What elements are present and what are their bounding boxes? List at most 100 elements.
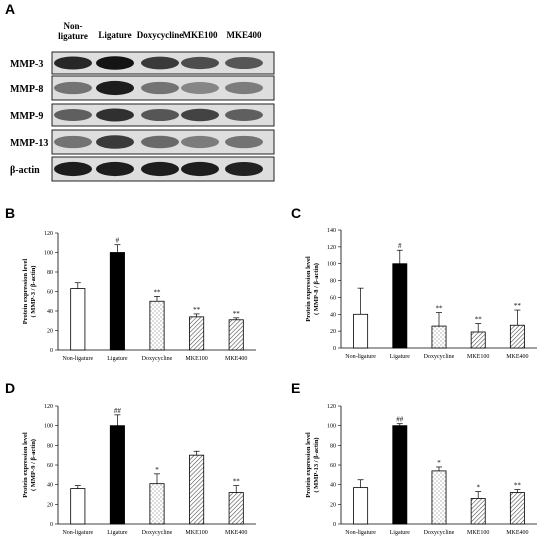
x-tick-label: Doxycycline xyxy=(424,354,455,360)
blot-label: β-actin xyxy=(10,165,40,176)
y-tick-label: 20 xyxy=(330,502,336,508)
x-tick-label: MKE400 xyxy=(506,354,528,360)
western-blot-panel: A Non-ligature Ligature Doxycycline MKE100 MK… xyxy=(5,1,275,182)
blot-band xyxy=(181,56,219,70)
blot-band xyxy=(141,135,179,149)
blot-band xyxy=(54,161,92,177)
x-tick-label: MKE100 xyxy=(185,530,207,536)
y-tick-label: 40 xyxy=(330,312,336,318)
significance-marker: ## xyxy=(396,416,404,424)
lane-label: Doxycycline xyxy=(137,30,184,40)
panel-letter-a: A xyxy=(5,1,15,17)
x-tick-label: Ligature xyxy=(390,354,411,360)
significance-marker: * xyxy=(155,466,159,474)
chart-panel-c: C 0 20 40 60 80 100 120 140 Protein expression le… xyxy=(291,205,537,360)
x-tick-label: Non-ligature xyxy=(345,530,376,536)
bar xyxy=(189,454,205,525)
blot-band xyxy=(225,161,263,177)
significance-marker: ** xyxy=(233,310,241,318)
y-axis-title: ( MMP-3 / β-actin) xyxy=(30,266,37,318)
x-tick-label: Non-ligature xyxy=(345,354,376,360)
y-tick-label: 100 xyxy=(44,251,53,257)
bar xyxy=(189,316,205,351)
bar xyxy=(149,300,165,351)
significance-marker: ** xyxy=(436,305,444,313)
significance-marker: ** xyxy=(154,288,162,296)
bar xyxy=(353,313,369,349)
panel-letter: D xyxy=(5,380,15,396)
y-axis-title: Protein expression level xyxy=(305,256,312,322)
chart-panel-d: D 0 20 40 60 80 100 120 Protein expression level… xyxy=(5,380,256,536)
blot-band xyxy=(225,81,263,95)
blot-band xyxy=(225,56,263,70)
y-tick-label: 0 xyxy=(50,348,53,354)
blot-band xyxy=(96,108,134,122)
y-axis-title: ( MMP-13 / β-actin) xyxy=(313,437,320,492)
panel-letter: E xyxy=(291,380,300,396)
panel-letter: B xyxy=(5,205,15,221)
blot-band xyxy=(141,108,179,122)
x-tick-label: MKE400 xyxy=(225,530,247,536)
y-axis-title: Protein expression level xyxy=(22,259,29,325)
y-tick-label: 100 xyxy=(327,424,336,430)
y-tick-label: 120 xyxy=(327,404,336,410)
y-tick-label: 140 xyxy=(327,228,336,234)
blot-band xyxy=(54,135,92,149)
x-tick-label: Non-ligature xyxy=(62,356,93,362)
bar xyxy=(149,483,165,525)
y-tick-label: 40 xyxy=(47,309,53,315)
significance-marker: ** xyxy=(514,482,522,490)
bar xyxy=(431,325,447,349)
y-tick-label: 120 xyxy=(44,231,53,237)
chart-panel-b: B 0 20 40 60 80 100 120 Protein expression level… xyxy=(5,205,256,362)
x-tick-label: Doxycycline xyxy=(142,530,173,536)
y-tick-label: 20 xyxy=(330,329,336,335)
y-tick-label: 40 xyxy=(330,483,336,489)
y-tick-label: 40 xyxy=(47,483,53,489)
x-tick-label: MKE400 xyxy=(506,530,528,536)
significance-marker: * xyxy=(437,459,441,467)
y-tick-label: 60 xyxy=(330,463,336,469)
y-tick-label: 0 xyxy=(333,522,336,528)
blot-band xyxy=(54,109,92,121)
y-axis-title: ( MMP-8 / β-actin) xyxy=(313,263,320,315)
significance-marker: ** xyxy=(475,316,483,324)
y-tick-label: 80 xyxy=(47,270,53,276)
y-tick-label: 120 xyxy=(44,404,53,410)
y-tick-label: 60 xyxy=(47,463,53,469)
chart-panel-e: E 0 20 40 60 80 100 120 Protein expression level… xyxy=(291,380,537,536)
x-tick-label: Doxycycline xyxy=(142,356,173,362)
blot-band xyxy=(181,161,219,177)
lane-label: Non-ligature xyxy=(58,21,88,41)
lane-label: MKE400 xyxy=(227,30,262,40)
y-tick-label: 0 xyxy=(333,346,336,352)
bar xyxy=(470,498,486,525)
blot-band xyxy=(96,135,134,149)
x-tick-label: Non-ligature xyxy=(62,530,93,536)
blot-label: MMP-13 xyxy=(10,138,48,149)
bar xyxy=(392,425,408,525)
bar xyxy=(509,492,525,525)
blot-band xyxy=(181,108,219,122)
blot-band xyxy=(225,109,263,121)
bar xyxy=(509,324,525,349)
bar xyxy=(470,331,486,349)
y-tick-label: 100 xyxy=(44,424,53,430)
significance-marker: # xyxy=(398,242,402,250)
y-axis-title: ( MMP-9 / β-actin) xyxy=(30,439,37,491)
y-axis-title: Protein expression level xyxy=(22,432,29,498)
blot-band xyxy=(54,81,92,95)
blot-label: MMP-8 xyxy=(10,84,43,95)
bar xyxy=(70,288,86,351)
bar xyxy=(392,263,408,349)
blot-band xyxy=(141,161,179,177)
bar xyxy=(228,492,244,525)
y-tick-label: 100 xyxy=(327,262,336,268)
y-tick-label: 80 xyxy=(330,443,336,449)
significance-marker: * xyxy=(476,484,480,492)
bar-charts: B 0 20 40 60 80 100 120 Protein expression level… xyxy=(5,205,537,536)
y-tick-label: 80 xyxy=(47,443,53,449)
y-tick-label: 60 xyxy=(330,295,336,301)
panel-letter: C xyxy=(291,205,301,221)
significance-marker: ** xyxy=(514,302,522,310)
